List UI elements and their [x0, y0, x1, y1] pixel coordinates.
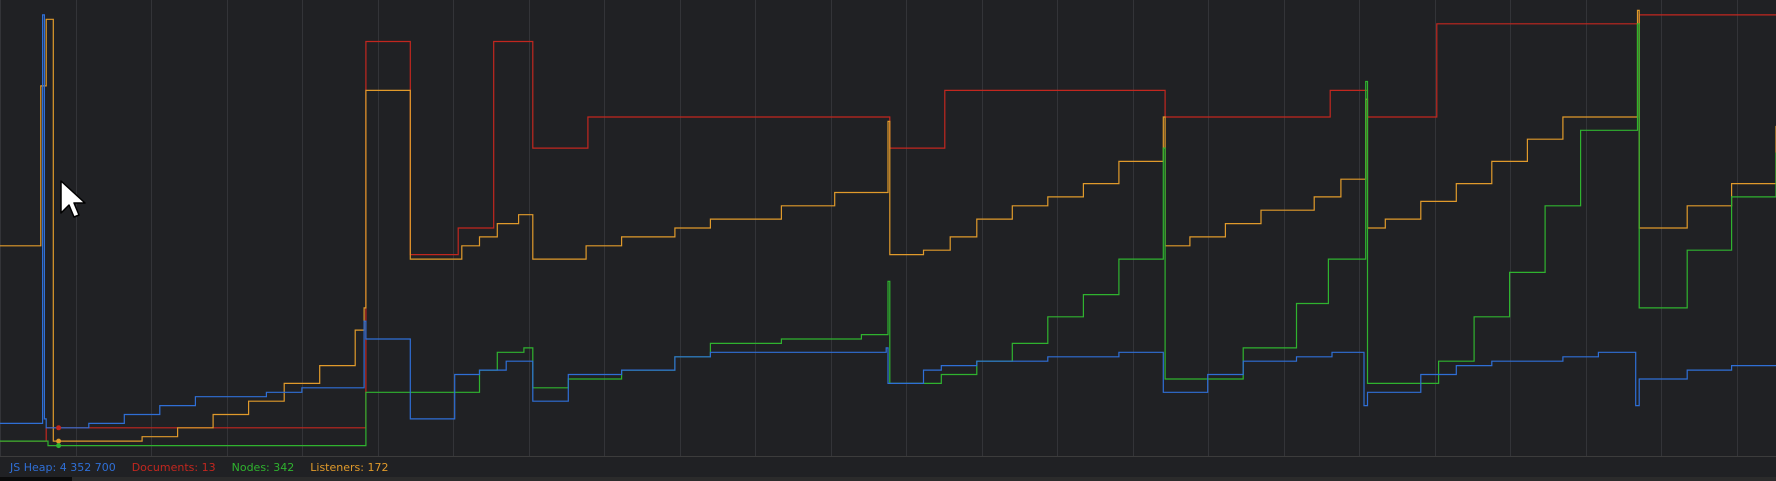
memory-timeline-svg [0, 0, 1776, 456]
legend-nodes[interactable]: Nodes: 342 [232, 461, 295, 474]
legend-nodes-value: 342 [273, 460, 295, 474]
legend-listeners-label: Listeners: [310, 460, 368, 474]
legend-js-heap-value: 4 352 700 [59, 460, 116, 474]
series-marker-listeners [56, 438, 62, 444]
legend-js-heap-label: JS Heap: [10, 460, 60, 474]
series-marker-documents [56, 425, 62, 431]
chart-background [0, 0, 1776, 456]
mouse-cursor-icon [60, 180, 86, 224]
series-line-listeners [0, 9, 1776, 442]
legend-documents-label: Documents: [131, 460, 202, 474]
memory-timeline-chart [0, 0, 1776, 456]
legend-nodes-label: Nodes: [231, 460, 274, 474]
legend-documents-value: 13 [201, 460, 216, 474]
series-marker-nodes [56, 443, 62, 449]
overview-scrollbar[interactable] [0, 477, 1776, 481]
series-lines [0, 9, 1776, 449]
legend-listeners-value: 172 [367, 460, 389, 474]
legend-documents[interactable]: Documents: 13 [132, 461, 216, 474]
overview-scrollbar-thumb[interactable] [0, 477, 72, 481]
legend-js-heap[interactable]: JS Heap: 4 352 700 [10, 461, 116, 474]
legend-listeners[interactable]: Listeners: 172 [310, 461, 388, 474]
legend-bar: JS Heap: 4 352 700 Documents: 13 Nodes: … [0, 456, 1776, 477]
grid-lines [0, 0, 1738, 456]
series-line-js-heap [0, 14, 1776, 429]
